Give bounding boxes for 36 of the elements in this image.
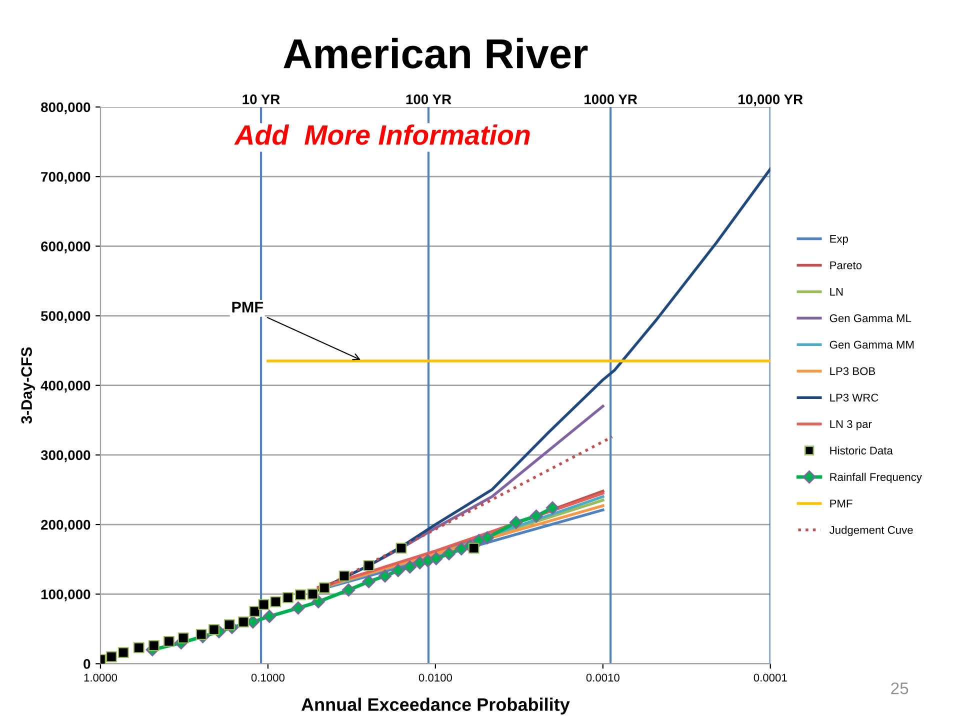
y-tick-label: 0: [84, 659, 90, 669]
legend-label: LN 3 par: [830, 420, 872, 430]
x-tick-label: 0.1000: [251, 674, 285, 682]
y-tick-label: 100,000: [41, 589, 90, 602]
legend-label: Historic Data: [830, 446, 893, 455]
text: 25: [891, 682, 908, 694]
legend-label: LP3 BOB: [830, 367, 876, 376]
y-tick-label: 500,000: [40, 311, 90, 323]
legend-label: LN: [830, 288, 843, 296]
legend-label: PMF: [830, 500, 852, 508]
y-tick-label: 200,000: [41, 520, 90, 532]
y-tick-label: 300,000: [40, 450, 90, 462]
y-axis-title: 3-Day-CFS: [21, 347, 36, 424]
annotation: PMF: [232, 302, 263, 312]
legend-label: Exp: [830, 235, 848, 245]
y-tick-label: 800,000: [41, 102, 90, 114]
legend-label: Judgement Cuve: [829, 526, 913, 536]
ref-line-label: 10 YR: [242, 94, 280, 104]
legend-label: Gen Gamma ML: [830, 314, 912, 322]
x-tick-label: 0.0001: [754, 674, 787, 682]
x-axis-title: Annual Exceedance Probability: [301, 698, 570, 715]
y-tick-label: 400,000: [40, 380, 90, 393]
ref-line-label: 10,000 YR: [738, 94, 803, 106]
ref-line-label: 100 YR: [406, 94, 452, 104]
ref-line-label: 1000 YR: [584, 94, 638, 104]
chart-title: American River: [284, 38, 588, 69]
x-tick-label: 0.0100: [418, 674, 452, 682]
y-tick-label: 600,000: [41, 242, 90, 254]
legend-label: Pareto: [830, 261, 862, 270]
x-tick-label: 0.0010: [586, 674, 620, 682]
legend-label: Rainfall Frequency: [830, 472, 922, 484]
x-tick-label: 1.0000: [84, 674, 118, 682]
legend-label: LP3 WRC: [830, 394, 878, 402]
y-tick-label: 700,000: [41, 172, 90, 184]
annotation: Add More Information: [234, 124, 530, 145]
legend-label: Gen Gamma MM: [830, 340, 914, 349]
